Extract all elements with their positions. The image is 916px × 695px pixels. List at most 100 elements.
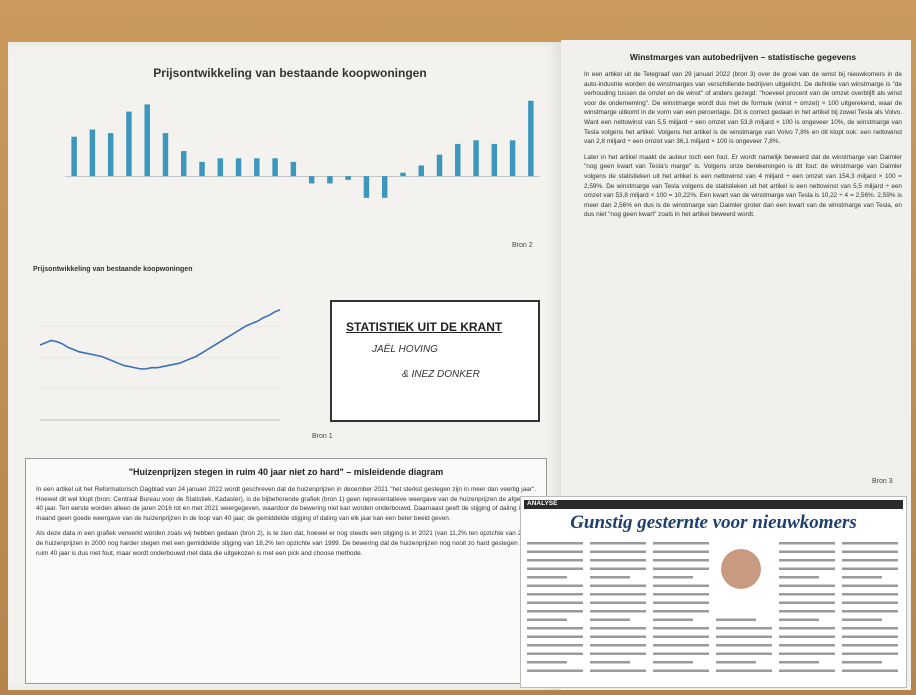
text-line <box>527 670 583 673</box>
bar <box>400 173 405 177</box>
text-line <box>716 670 772 673</box>
text-line <box>779 551 835 554</box>
kicker: ANALYSE <box>527 500 557 507</box>
text-line <box>527 627 583 630</box>
paragraph: In een artikel uit het Reformatorisch Da… <box>36 485 536 523</box>
text-line <box>779 670 835 673</box>
bar <box>144 104 149 176</box>
bar <box>473 140 478 176</box>
text-line <box>779 542 835 545</box>
kicker-bar: ANALYSE <box>524 500 903 509</box>
text-line <box>779 568 835 571</box>
headline: Gunstig gesternte voor nieuwkomers <box>521 512 906 534</box>
text-line <box>653 576 693 579</box>
columns <box>521 534 906 684</box>
text-line <box>590 670 646 673</box>
text-line <box>779 636 835 639</box>
bar <box>528 101 533 176</box>
text-line <box>590 636 646 639</box>
bar <box>327 176 332 183</box>
bar <box>382 176 387 198</box>
text-line <box>653 551 709 554</box>
line-chart <box>30 285 290 435</box>
text-line <box>779 627 835 630</box>
text-line <box>653 559 709 562</box>
bar-chart-title: Prijsontwikkeling van bestaande koopwoni… <box>90 66 490 80</box>
text-line <box>716 661 756 664</box>
text-line <box>779 619 819 622</box>
left-article: "Huizenprijzen stegen in ruim 40 jaar ni… <box>25 458 547 684</box>
text-line <box>842 559 898 562</box>
text-line <box>842 619 882 622</box>
text-line <box>842 576 882 579</box>
paragraph: In een artikel uit de Telegraaf van 29 j… <box>584 70 902 147</box>
right-article: Winstmarges van autobedrijven – statisti… <box>584 52 902 226</box>
bar <box>419 165 424 176</box>
text-line <box>527 636 583 639</box>
paragraph: Als deze data in een grafiek verwerkt wo… <box>36 529 536 558</box>
text-line <box>590 644 646 647</box>
source-label: Bron 1 <box>312 433 333 440</box>
title-box: STATISTIEK UIT DE KRANT JAËL HOVING & IN… <box>330 300 540 422</box>
text-line <box>653 627 709 630</box>
text-line <box>590 661 630 664</box>
text-line <box>779 593 835 596</box>
text-line <box>842 670 898 673</box>
text-line <box>590 610 646 613</box>
bar <box>437 155 442 177</box>
text-line <box>653 644 709 647</box>
bar <box>254 158 259 176</box>
bar <box>218 158 223 176</box>
text-line <box>653 568 709 571</box>
bar <box>455 144 460 176</box>
text-line <box>842 585 898 588</box>
bar <box>492 144 497 176</box>
text-line <box>653 542 709 545</box>
bar <box>108 133 113 176</box>
text-line <box>716 619 756 622</box>
text-line <box>653 593 709 596</box>
text-line <box>653 602 709 605</box>
bar <box>291 162 296 176</box>
text-line <box>842 644 898 647</box>
text-line <box>590 542 646 545</box>
source-label: Bron 3 <box>872 478 893 485</box>
text-line <box>653 636 709 639</box>
text-line <box>527 644 583 647</box>
text-line <box>842 542 898 545</box>
text-line <box>842 593 898 596</box>
text-line <box>779 610 835 613</box>
article-title: "Huizenprijzen stegen in ruim 40 jaar ni… <box>26 467 546 477</box>
box-title: STATISTIEK UIT DE KRANT <box>346 320 538 334</box>
text-line <box>527 551 583 554</box>
text-line <box>653 619 693 622</box>
text-line <box>653 670 709 673</box>
text-line <box>653 585 709 588</box>
bar <box>126 112 131 177</box>
text-line <box>716 636 772 639</box>
author: & INEZ DONKER <box>402 369 538 380</box>
text-line <box>590 602 646 605</box>
bar <box>309 176 314 183</box>
text-line <box>527 542 583 545</box>
text-line <box>842 551 898 554</box>
bar <box>71 137 76 177</box>
text-line <box>653 610 709 613</box>
newspaper-clipping: ANALYSE Gunstig gesternte voor nieuwkome… <box>520 496 907 688</box>
bar <box>272 158 277 176</box>
text-line <box>779 653 835 656</box>
text-line <box>779 585 835 588</box>
text-line <box>527 661 567 664</box>
source-label: Bron 2 <box>512 242 533 249</box>
text-line <box>716 653 772 656</box>
text-line <box>653 653 709 656</box>
article-body: In een artikel uit het Reformatorisch Da… <box>26 485 546 558</box>
text-line <box>590 585 646 588</box>
text-line <box>527 602 583 605</box>
bar <box>510 140 515 176</box>
line-chart-title: Prijsontwikkeling van bestaande koopwoni… <box>33 266 192 273</box>
text-line <box>527 610 583 613</box>
text-line <box>590 653 646 656</box>
text-line <box>842 627 898 630</box>
bar <box>199 162 204 176</box>
